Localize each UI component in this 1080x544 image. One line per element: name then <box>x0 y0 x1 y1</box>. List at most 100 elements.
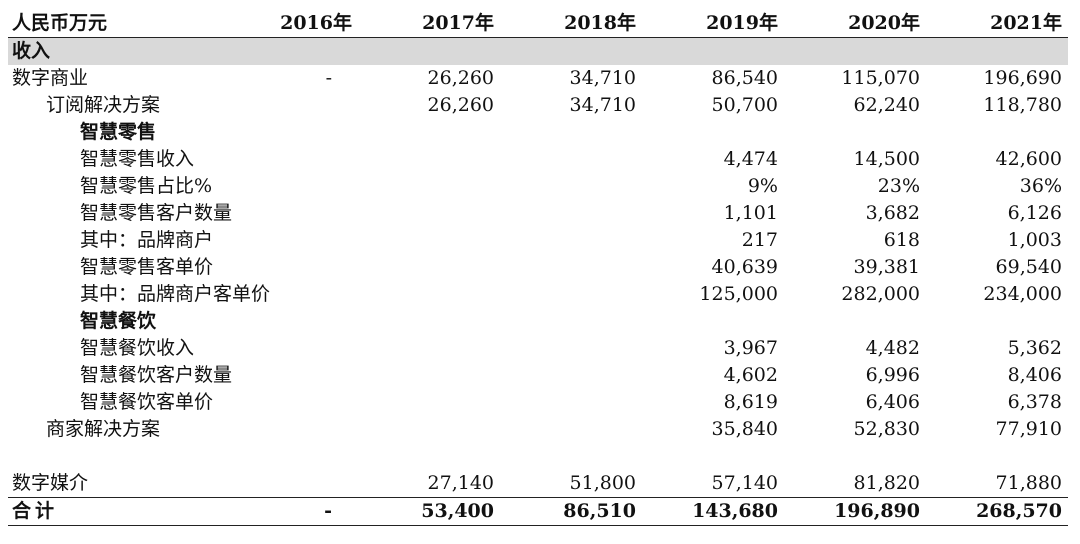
cell-value: 34,710 <box>569 67 636 89</box>
year-header: 2020年 <box>784 10 926 38</box>
cell-value: 57,140 <box>711 472 778 494</box>
table-row: 数字媒介 27,140 51,800 57,140 81,820 71,880 <box>8 470 1068 498</box>
subheading-row: 智慧餐饮 <box>8 308 1068 335</box>
cell-value <box>358 200 500 227</box>
cell-value: 86,510 <box>500 497 642 526</box>
cell-value <box>500 146 642 173</box>
cell-value <box>500 281 642 308</box>
cell-value <box>240 200 358 227</box>
table-row: 智慧零售客单价 40,639 39,381 69,540 <box>8 254 1068 281</box>
subheading-label: 智慧餐饮 <box>80 310 157 332</box>
cell-value <box>358 254 500 281</box>
row-label: 智慧餐饮收入 <box>80 337 195 359</box>
cell-value: 6,126 <box>1007 202 1062 224</box>
cell-value: 6,378 <box>1007 391 1062 413</box>
table-row: 智慧零售客户数量 1,101 3,682 6,126 <box>8 200 1068 227</box>
row-label: 其中：品牌商户客单价 <box>80 283 271 305</box>
row-label: 订阅解决方案 <box>46 94 161 116</box>
cell-value <box>240 92 358 119</box>
cell-value: 34,710 <box>569 94 636 116</box>
table-row: 智慧餐饮客户数量 4,602 6,996 8,406 <box>8 362 1068 389</box>
cell-value: 35,840 <box>711 418 778 440</box>
table-row: 商家解决方案 35,840 52,830 77,910 <box>8 416 1068 443</box>
total-label: 合计 <box>8 497 240 526</box>
cell-value: - <box>325 67 332 89</box>
row-label: 智慧零售收入 <box>80 148 195 170</box>
cell-value: 143,680 <box>642 497 784 526</box>
cell-value <box>500 416 642 443</box>
cell-value: 53,400 <box>358 497 500 526</box>
section-row-revenue: 收入 <box>8 37 1068 65</box>
cell-value: 86,540 <box>711 67 778 89</box>
row-label: 智慧零售占比% <box>80 175 213 197</box>
cell-value: 51,800 <box>569 472 636 494</box>
cell-value <box>358 416 500 443</box>
cell-value <box>500 362 642 389</box>
spacer-row <box>8 443 1068 470</box>
year-header: 2019年 <box>642 10 784 38</box>
year-header: 2018年 <box>500 10 642 38</box>
row-label: 智慧零售客单价 <box>80 256 214 278</box>
cell-value <box>358 146 500 173</box>
cell-value: 81,820 <box>853 472 920 494</box>
table-row: 订阅解决方案 26,260 34,710 50,700 62,240 118,7… <box>8 92 1068 119</box>
cell-value: 196,890 <box>784 497 926 526</box>
table-row: 其中：品牌商户 217 618 1,003 <box>8 227 1068 254</box>
cell-value: 71,880 <box>995 472 1062 494</box>
revenue-table: 人民币万元 2016年 2017年 2018年 2019年 2020年 2021… <box>8 10 1068 526</box>
cell-value: 8,406 <box>1007 364 1062 386</box>
cell-value: 8,619 <box>723 391 778 413</box>
cell-value <box>358 281 500 308</box>
cell-value: 9% <box>747 175 778 197</box>
table-row: 智慧零售收入 4,474 14,500 42,600 <box>8 146 1068 173</box>
cell-value <box>358 227 500 254</box>
cell-value <box>240 173 358 200</box>
cell-value: 52,830 <box>853 418 920 440</box>
cell-value <box>240 227 358 254</box>
cell-value <box>358 173 500 200</box>
cell-value <box>358 389 500 416</box>
cell-value <box>240 362 358 389</box>
cell-value <box>500 200 642 227</box>
cell-value: 234,000 <box>983 283 1062 305</box>
year-header: 2017年 <box>358 10 500 38</box>
cell-value: 36% <box>1019 175 1062 197</box>
cell-value <box>358 335 500 362</box>
row-label: 智慧餐饮客户数量 <box>80 364 233 386</box>
cell-value: - <box>240 497 358 526</box>
year-header: 2016年 <box>240 10 358 38</box>
cell-value: 118,780 <box>983 94 1062 116</box>
cell-value: 50,700 <box>711 94 778 116</box>
cell-value: 26,260 <box>427 67 494 89</box>
cell-value: 1,003 <box>1007 229 1062 251</box>
cell-value: 268,570 <box>926 497 1068 526</box>
header-row: 人民币万元 2016年 2017年 2018年 2019年 2020年 2021… <box>8 10 1068 38</box>
cell-value <box>500 335 642 362</box>
cell-value: 115,070 <box>841 67 920 89</box>
cell-value: 42,600 <box>995 148 1062 170</box>
cell-value <box>240 416 358 443</box>
year-header: 2021年 <box>926 10 1068 38</box>
cell-value: 6,406 <box>865 391 920 413</box>
cell-value <box>500 227 642 254</box>
cell-value <box>240 146 358 173</box>
cell-value: 125,000 <box>699 283 778 305</box>
cell-value <box>240 254 358 281</box>
cell-value: 4,602 <box>723 364 778 386</box>
cell-value: 196,690 <box>983 67 1062 89</box>
cell-value: 1,101 <box>723 202 778 224</box>
subheading-label: 智慧零售 <box>80 121 157 143</box>
row-label: 其中：品牌商户 <box>80 229 214 251</box>
row-label: 智慧零售客户数量 <box>80 202 233 224</box>
cell-value: 6,996 <box>865 364 920 386</box>
cell-value <box>358 362 500 389</box>
cell-value: 40,639 <box>711 256 778 278</box>
row-label: 智慧餐饮客单价 <box>80 391 214 413</box>
table-row: 智慧餐饮收入 3,967 4,482 5,362 <box>8 335 1068 362</box>
cell-value: 77,910 <box>995 418 1062 440</box>
table-row: 其中：品牌商户客单价 125,000 282,000 234,000 <box>8 281 1068 308</box>
cell-value: 618 <box>883 229 920 251</box>
section-label: 收入 <box>8 37 1068 65</box>
cell-value: 62,240 <box>853 94 920 116</box>
cell-value: 217 <box>741 229 778 251</box>
